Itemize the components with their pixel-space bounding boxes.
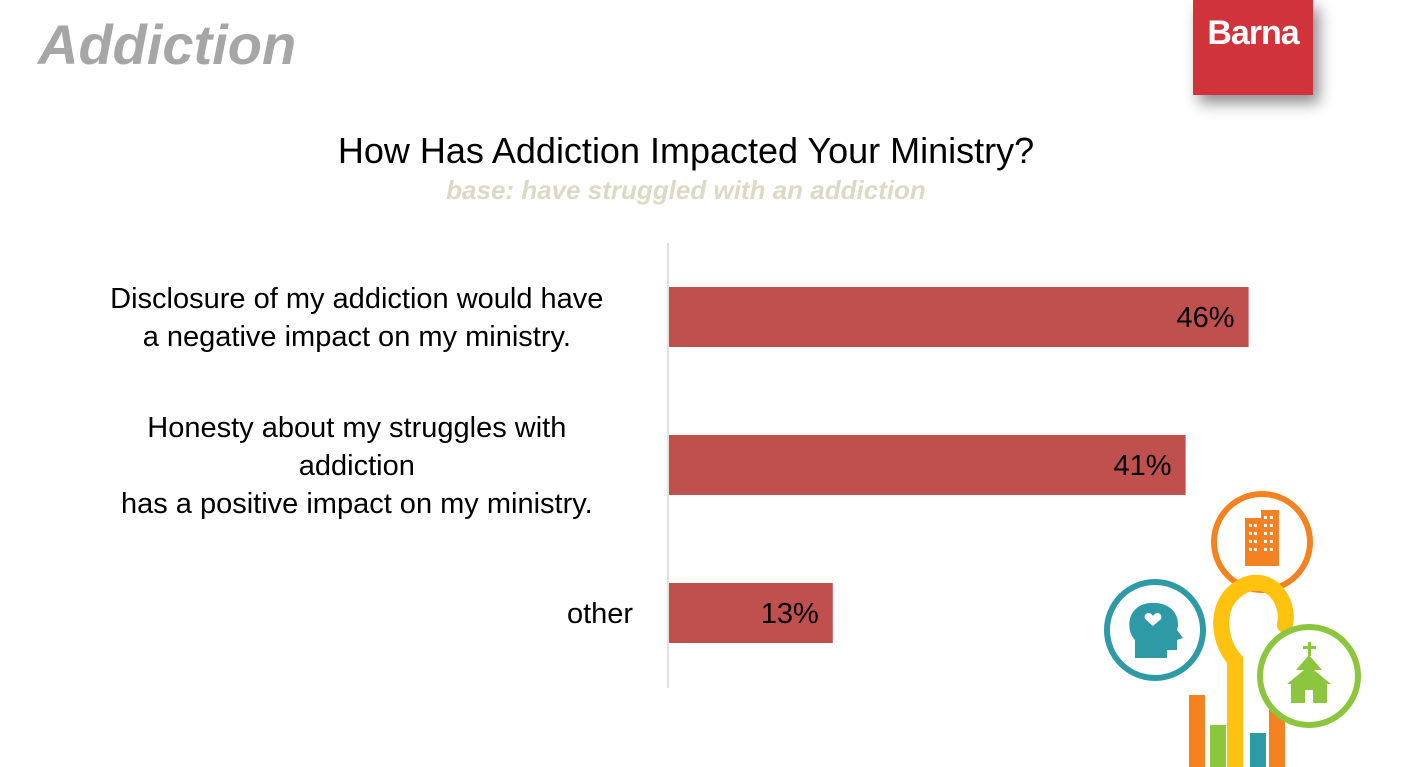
category-label-1: Disclosure of my addiction would have a n… xyxy=(110,283,603,353)
category-label-2: Honesty about my struggles with addiction… xyxy=(121,412,593,520)
chart-title: How Has Addiction Impacted Your Ministry… xyxy=(337,130,1035,171)
church-icon xyxy=(1257,624,1361,728)
value-label-2: 41% xyxy=(1114,450,1172,482)
chart-subtitle: base: have struggled with an addiction xyxy=(446,175,926,205)
head-heart-icon xyxy=(1104,579,1206,681)
section-title: Addiction xyxy=(38,13,297,76)
decorative-illustration xyxy=(1104,491,1361,767)
value-label-3: 13% xyxy=(761,598,819,630)
bar-1 xyxy=(669,287,1249,347)
value-label-1: 46% xyxy=(1177,302,1235,334)
logo-text: Barna xyxy=(1207,14,1299,52)
bar-chart-icon xyxy=(1189,695,1285,767)
barna-logo: Barna xyxy=(1193,0,1313,95)
hook-shape xyxy=(1213,574,1294,767)
category-label-3: other xyxy=(567,598,633,630)
building-icon xyxy=(1211,491,1313,593)
bar-2 xyxy=(669,435,1186,495)
bar-3 xyxy=(669,583,833,643)
